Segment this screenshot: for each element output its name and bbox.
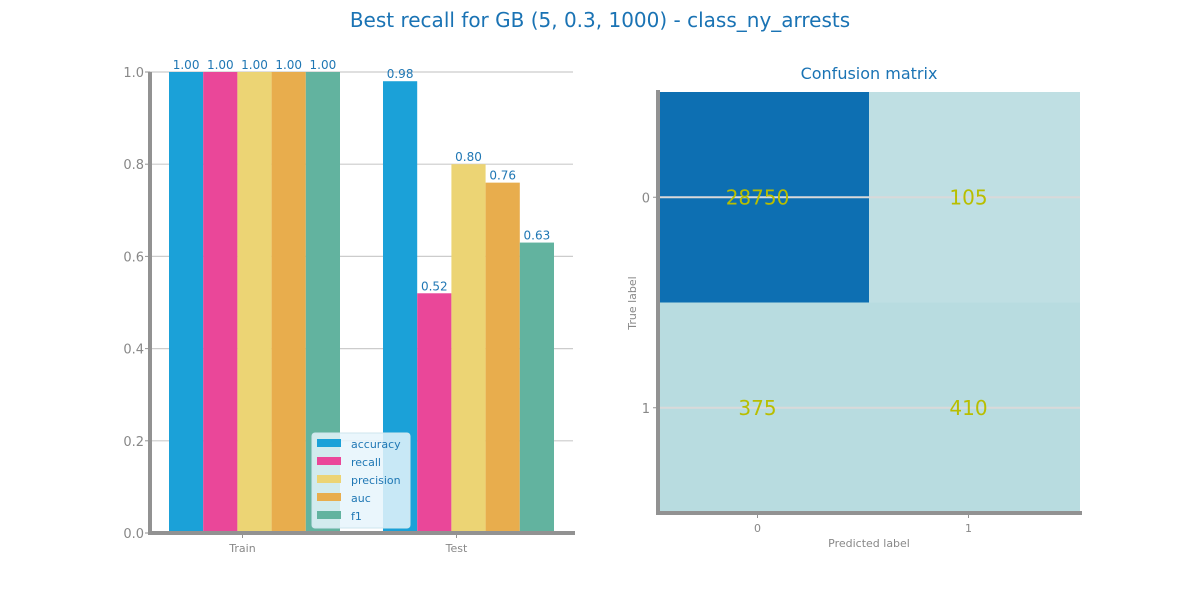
bar-value-label: 1.00 [207,58,234,72]
bar-value-label: 0.80 [455,150,482,164]
bar-auc-train [271,72,306,533]
bar-recall-train [203,72,238,533]
y-tick-label: 0.6 [123,250,144,265]
confusion-matrix-chart: Confusion matrix 28750 105 375 410 0 1 0 1 Predic… [626,64,1082,550]
bar-value-label: 1.00 [173,58,200,72]
y-axis-label: True label [626,276,639,330]
bar-value-label: 1.00 [241,58,268,72]
x-tick-label: 1 [965,522,972,535]
matrix-cell-value: 375 [738,396,776,420]
bar-value-label: 1.00 [310,58,337,72]
y-tick-label: 0.0 [123,527,144,542]
bar-value-label: 0.52 [421,279,448,293]
bar-value-label: 0.63 [524,229,551,243]
legend-label-auc: auc [351,492,371,505]
legend-label-f1: f1 [351,510,362,523]
matrix-cell-value: 105 [949,185,987,209]
x-axis-label: Predicted label [828,537,910,550]
y-tick-label: 0 [642,191,650,206]
y-tick-label: 0.2 [123,435,144,450]
x-tick-label: Test [445,542,468,555]
y-tick-label: 0.8 [123,158,144,173]
legend-box [311,432,411,529]
legend-label-precision: precision [351,474,401,487]
bar-f1-test [519,242,554,533]
figure-title: Best recall for GB (5, 0.3, 1000) - clas… [350,8,850,32]
bar-accuracy-train [169,72,204,533]
y-tick-label: 1.0 [123,66,144,81]
bar-precision-test [451,164,486,533]
matrix-title: Confusion matrix [801,64,938,83]
bar-auc-test [485,182,520,533]
x-tick-label: 0 [754,522,761,535]
legend-swatch-accuracy [317,439,341,447]
legend-swatch-f1 [317,511,341,519]
legend-label-recall: recall [351,456,381,469]
legend-swatch-precision [317,475,341,483]
legend-label-accuracy: accuracy [351,438,401,451]
matrix-cell-value: 410 [949,396,987,420]
legend-swatch-recall [317,457,341,465]
bar-precision-train [237,72,272,533]
bar-recall-test [417,293,452,533]
legend-swatch-auc [317,493,341,501]
bar-value-label: 0.98 [387,67,414,81]
metrics-bar-chart: 0.0 0.2 0.4 0.6 0.8 1.0 1.00 1.00 1.00 1.00 1.00 Tr… [123,58,575,555]
bar-value-label: 0.76 [489,169,516,183]
x-tick-label: Train [228,542,255,555]
y-tick-label: 1 [642,402,650,417]
y-tick-label: 0.4 [123,343,144,358]
matrix-cell-value: 28750 [726,185,790,209]
bar-value-label: 1.00 [275,58,302,72]
